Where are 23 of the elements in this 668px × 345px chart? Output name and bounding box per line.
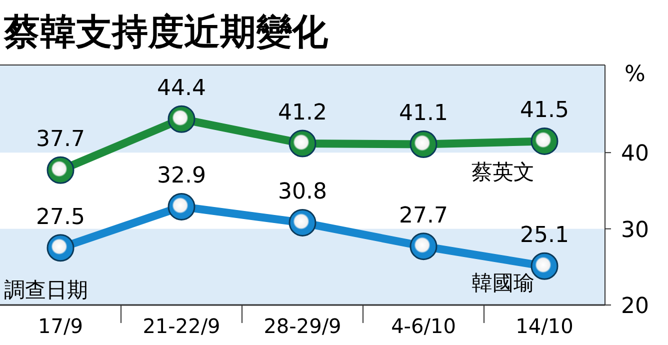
- data-label: 37.7: [36, 127, 85, 152]
- y-axis-title: %: [624, 62, 646, 87]
- data-label: 41.5: [520, 98, 569, 124]
- data-label: 27.5: [36, 204, 85, 230]
- data-label: 30.8: [278, 180, 327, 205]
- data-label: 32.9: [157, 164, 206, 189]
- data-label: 41.1: [399, 101, 448, 126]
- x-axis-title: 調查日期: [4, 278, 88, 302]
- y-tick-label: 20: [621, 294, 649, 319]
- series-label: 韓國瑜: [472, 271, 534, 296]
- data-label: 44.4: [157, 76, 206, 102]
- chart-title: 蔡韓支持度近期變化: [3, 12, 329, 53]
- data-label: 27.7: [399, 203, 448, 228]
- data-label: 25.1: [520, 223, 569, 248]
- y-tick-label: 30: [621, 218, 649, 243]
- x-tick-label: 4-6/10: [391, 314, 456, 338]
- series-label: 蔡英文: [472, 160, 534, 184]
- x-tick-label: 28-29/9: [264, 314, 342, 338]
- x-tick-label: 17/9: [38, 314, 83, 338]
- y-tick-label: 40: [621, 142, 649, 167]
- x-tick-label: 21-22/9: [142, 314, 220, 338]
- data-label: 41.2: [278, 100, 327, 126]
- x-tick-label: 14/10: [516, 314, 574, 338]
